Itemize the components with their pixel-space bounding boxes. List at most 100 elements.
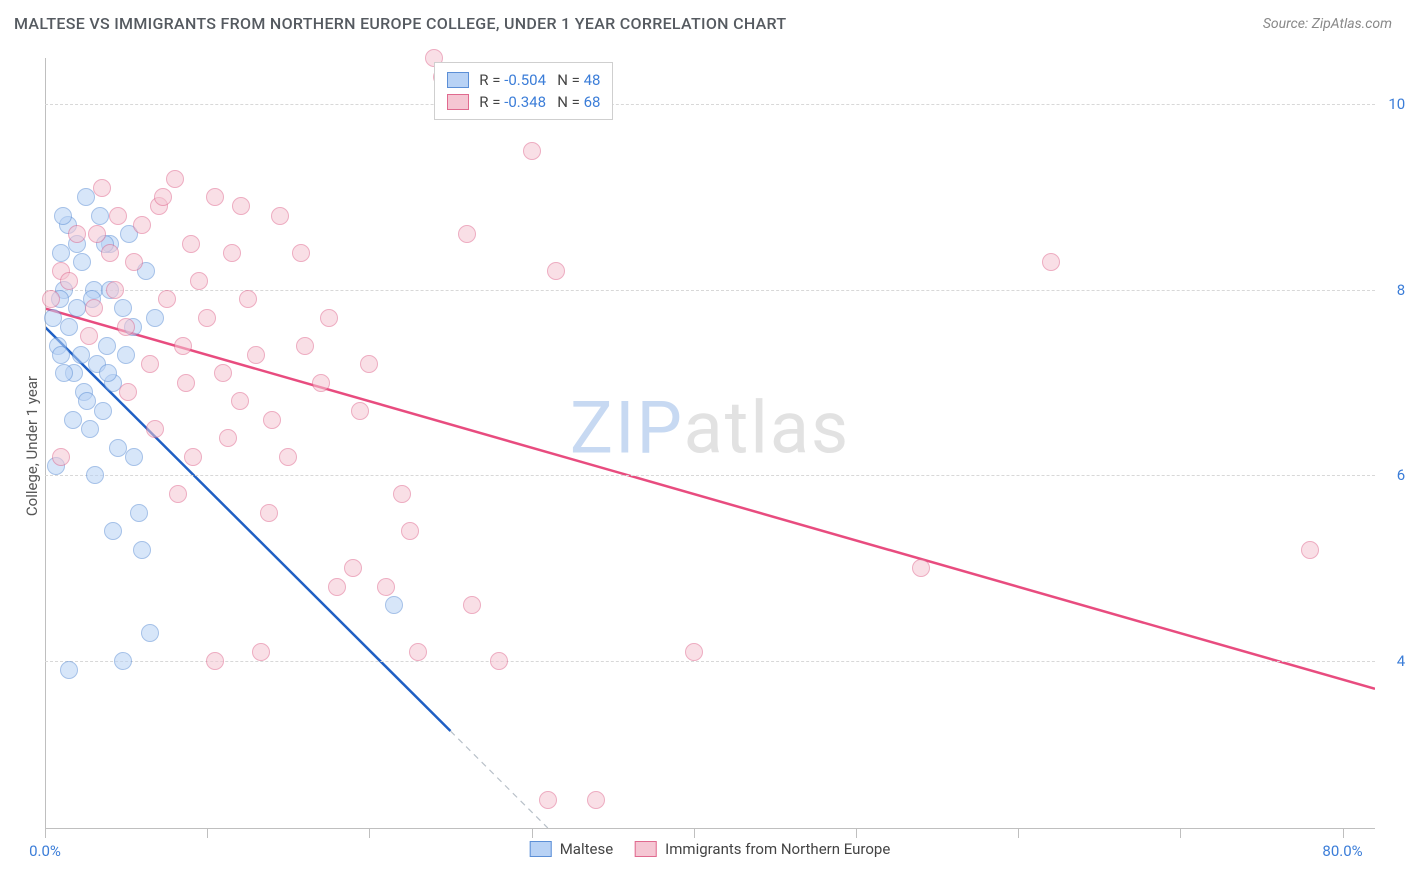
x-tick-label: 0.0% — [29, 842, 61, 860]
y-axis-line — [45, 58, 46, 828]
data-point — [88, 225, 106, 243]
data-point — [52, 244, 70, 262]
data-point — [86, 466, 104, 484]
data-point — [54, 207, 72, 225]
data-point — [685, 643, 703, 661]
watermark: ZIPatlas — [570, 385, 850, 470]
data-point — [271, 207, 289, 225]
data-point — [98, 337, 116, 355]
data-point — [109, 439, 127, 457]
data-point — [232, 197, 250, 215]
data-point — [104, 522, 122, 540]
stats-legend-row: R = -0.504 N = 48 — [447, 69, 600, 91]
legend-swatch — [447, 94, 469, 110]
x-tick — [694, 828, 695, 838]
data-point — [463, 596, 481, 614]
data-point — [130, 504, 148, 522]
data-point — [223, 244, 241, 262]
data-point — [72, 346, 90, 364]
data-point — [292, 244, 310, 262]
data-point — [80, 327, 98, 345]
data-point — [141, 355, 159, 373]
data-point — [125, 253, 143, 271]
stats-legend-row: R = -0.348 N = 68 — [447, 91, 600, 113]
source-label: Source: ZipAtlas.com — [1263, 16, 1392, 32]
x-tick — [1180, 828, 1181, 838]
data-point — [101, 244, 119, 262]
x-tick — [45, 828, 46, 838]
data-point — [68, 225, 86, 243]
gridline — [45, 661, 1375, 662]
data-point — [52, 448, 70, 466]
data-point — [587, 791, 605, 809]
data-point — [320, 309, 338, 327]
data-point — [146, 309, 164, 327]
legend-label: Maltese — [560, 840, 613, 858]
data-point — [219, 429, 237, 447]
data-point — [296, 337, 314, 355]
y-axis-label: College, Under 1 year — [23, 376, 41, 516]
data-point — [109, 207, 127, 225]
chart-plot-area: ZIPatlas 40.0%60.0%80.0%100.0%0.0%80.0%R… — [45, 58, 1375, 828]
data-point — [263, 411, 281, 429]
x-tick — [532, 828, 533, 838]
x-tick — [1343, 828, 1344, 838]
data-point — [177, 374, 195, 392]
x-tick-label: 80.0% — [1322, 842, 1362, 860]
data-point — [174, 337, 192, 355]
data-point — [154, 188, 172, 206]
legend-item: Immigrants from Northern Europe — [635, 840, 890, 858]
data-point — [351, 402, 369, 420]
data-point — [78, 392, 96, 410]
data-point — [133, 216, 151, 234]
data-point — [77, 188, 95, 206]
data-point — [146, 420, 164, 438]
data-point — [239, 290, 257, 308]
chart-title: MALTESE VS IMMIGRANTS FROM NORTHERN EURO… — [14, 14, 786, 33]
data-point — [328, 578, 346, 596]
data-point — [64, 411, 82, 429]
data-point — [117, 318, 135, 336]
data-point — [55, 364, 73, 382]
data-point — [91, 207, 109, 225]
legend-swatch — [530, 841, 552, 857]
y-tick-label: 100.0% — [1388, 95, 1406, 113]
data-point — [73, 253, 91, 271]
data-point — [523, 142, 541, 160]
x-tick — [856, 828, 857, 838]
data-point — [360, 355, 378, 373]
data-point — [385, 596, 403, 614]
data-point — [206, 188, 224, 206]
data-point — [190, 272, 208, 290]
data-point — [60, 661, 78, 679]
header: MALTESE VS IMMIGRANTS FROM NORTHERN EURO… — [14, 14, 1392, 33]
data-point — [52, 346, 70, 364]
legend-item: Maltese — [530, 840, 613, 858]
data-point — [166, 170, 184, 188]
data-point — [401, 522, 419, 540]
data-point — [60, 272, 78, 290]
data-point — [60, 318, 78, 336]
data-point — [99, 364, 117, 382]
x-tick — [369, 828, 370, 838]
data-point — [1301, 541, 1319, 559]
trend-lines — [45, 58, 1375, 828]
data-point — [490, 652, 508, 670]
data-point — [114, 299, 132, 317]
legend-swatch — [447, 72, 469, 88]
y-tick-label: 60.0% — [1397, 466, 1406, 484]
legend-label: Immigrants from Northern Europe — [665, 840, 890, 858]
gridline — [45, 475, 1375, 476]
data-point — [279, 448, 297, 466]
data-point — [231, 392, 249, 410]
data-point — [206, 652, 224, 670]
data-point — [458, 225, 476, 243]
data-point — [141, 624, 159, 642]
legend-swatch — [635, 841, 657, 857]
data-point — [912, 559, 930, 577]
y-tick-label: 40.0% — [1397, 652, 1406, 670]
x-tick — [207, 828, 208, 838]
data-point — [117, 346, 135, 364]
data-point — [158, 290, 176, 308]
data-point — [409, 643, 427, 661]
